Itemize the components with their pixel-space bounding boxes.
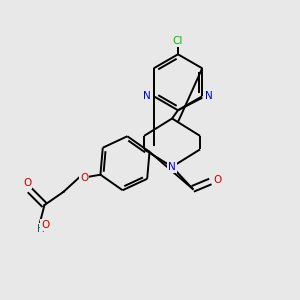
Text: N: N <box>205 91 213 101</box>
Text: O: O <box>214 175 222 185</box>
Text: N: N <box>143 91 151 101</box>
Text: O: O <box>80 172 88 183</box>
Text: O: O <box>23 178 32 188</box>
Text: H: H <box>37 224 44 235</box>
Text: O: O <box>41 220 50 230</box>
Text: N: N <box>168 162 176 172</box>
Text: Cl: Cl <box>173 36 183 46</box>
